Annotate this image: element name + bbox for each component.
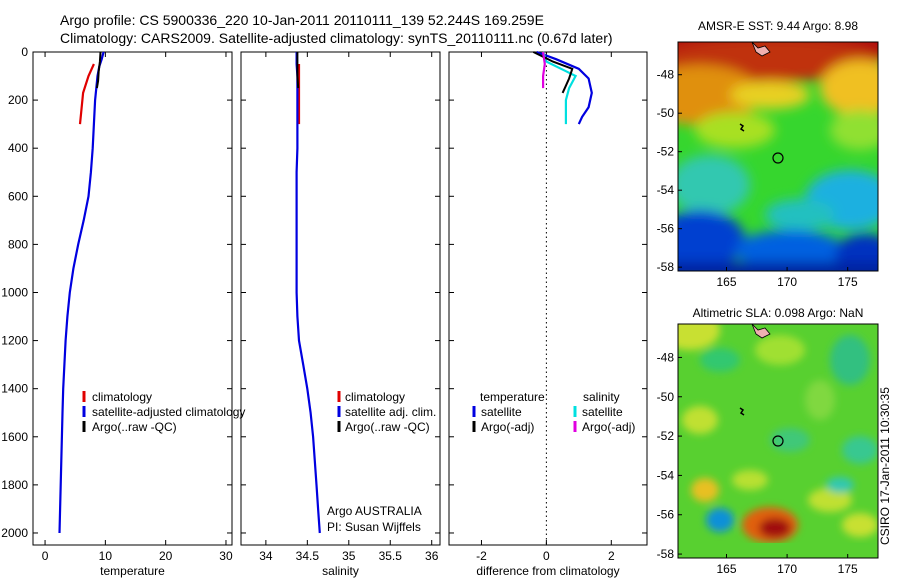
sla-map-title: Altimetric SLA: 0.098 Argo: NaN — [693, 306, 864, 320]
sla-map-ytick-label: -58 — [657, 547, 675, 561]
sla-map-ytick-label: -56 — [657, 508, 675, 522]
difference-profile-axes — [448, 51, 648, 546]
temperature-profile-xtick-label: 30 — [219, 549, 233, 563]
salinity-profile-xtick-label: 34 — [259, 549, 273, 563]
legend-label: satellite adj. clim. — [345, 405, 436, 419]
series-line-temperature-argo-adj- — [532, 51, 574, 94]
temperature-profile-xlabel: temperature — [100, 564, 165, 578]
annotation-pi: PI: Susan Wijffels — [327, 520, 421, 534]
legend-label: satellite — [481, 405, 522, 419]
sla-map-image — [678, 324, 878, 558]
legend-label: Argo(..raw -QC) — [345, 420, 430, 434]
legend-label: Argo(-adj) — [582, 420, 635, 434]
depth-tick-label: 400 — [8, 141, 28, 155]
series-line-temperature-satellite — [536, 50, 593, 125]
series-line-satellite-adj-clim- — [295, 52, 321, 534]
legend-label: Argo(..raw -QC) — [92, 420, 177, 434]
sla-map-ytick-label: -48 — [657, 350, 675, 364]
sst-map-xtick-label: 170 — [777, 275, 797, 289]
salinity-profile-xlabel: salinity — [322, 564, 359, 578]
depth-tick-label: 800 — [8, 237, 28, 251]
sla-map-xtick-label: 175 — [838, 562, 858, 576]
difference-profile-xtick-label: 2 — [608, 549, 615, 563]
sst-map-ytick-label: -56 — [657, 222, 675, 236]
depth-tick-label: 1000 — [1, 285, 28, 299]
sla-map-ytick-label: -54 — [657, 468, 675, 482]
title-line-2: Climatology: CARS2009. Satellite-adjuste… — [60, 30, 613, 46]
series-line-salinity-satellite — [542, 51, 578, 125]
salinity-profile-xtick-label: 35 — [342, 549, 356, 563]
sst-map-ytick-label: -54 — [657, 183, 675, 197]
legend-title-temperature: temperature — [480, 390, 545, 404]
legend-label: satellite-adjusted climatology — [92, 405, 245, 419]
temperature-profile-xtick-label: 0 — [42, 549, 49, 563]
credit-text: CSIRO 17-Jan-2011 10:30:35 — [878, 387, 892, 545]
salinity-profile-xtick-label: 34.5 — [296, 549, 320, 563]
legend-label: climatology — [345, 390, 405, 404]
legend-title-salinity: salinity — [583, 390, 620, 404]
sst-map-xtick-label: 165 — [716, 275, 736, 289]
salinity-profile-xtick-label: 36 — [425, 549, 439, 563]
temperature-profile-xtick-label: 20 — [159, 549, 173, 563]
sst-float-marker — [772, 152, 784, 164]
title-line-1: Argo profile: CS 5900336_220 10-Jan-2011… — [60, 12, 544, 28]
depth-tick-label: 200 — [8, 93, 28, 107]
sst-map-xtick-label: 175 — [838, 275, 858, 289]
difference-profile-xtick-label: -2 — [476, 549, 487, 563]
legend-label: Argo(-adj) — [481, 420, 534, 434]
sst-map-image — [678, 42, 878, 271]
annotation-argo-australia: Argo AUSTRALIA — [327, 504, 422, 518]
depth-tick-label: 600 — [8, 189, 28, 203]
legend-label: satellite — [582, 405, 623, 419]
sla-map-ytick-label: -52 — [657, 429, 675, 443]
sst-map-title: AMSR-E SST: 9.44 Argo: 8.98 — [698, 19, 858, 33]
depth-tick-label: 1600 — [1, 430, 28, 444]
series-line-argo-raw-qc- — [95, 51, 102, 89]
depth-tick-label: 1400 — [1, 382, 28, 396]
legend-label: climatology — [92, 390, 152, 404]
sst-map-ytick-label: -48 — [657, 68, 675, 82]
difference-profile-xtick-label: 0 — [543, 549, 550, 563]
temperature-profile-xtick-label: 10 — [99, 549, 113, 563]
series-line-salinity-argo-adj- — [542, 51, 546, 89]
sla-map-xtick-label: 170 — [777, 562, 797, 576]
depth-tick-label: 1200 — [1, 334, 28, 348]
sst-map-ytick-label: -52 — [657, 145, 675, 159]
difference-profile-xlabel: difference from climatology — [476, 564, 619, 578]
depth-tick-label: 1800 — [1, 478, 28, 492]
series-line-argo-raw-qc- — [296, 52, 300, 89]
sla-float-marker — [772, 435, 784, 447]
depth-tick-label: 2000 — [1, 526, 28, 540]
sst-map-ytick-label: -58 — [657, 260, 675, 274]
sst-map-ytick-label: -50 — [657, 106, 675, 120]
depth-tick-label: 0 — [21, 45, 28, 59]
sla-map-ytick-label: -50 — [657, 390, 675, 404]
series-line-climatology — [78, 63, 95, 125]
salinity-profile-xtick-label: 35.5 — [379, 549, 403, 563]
sla-map-xtick-label: 165 — [716, 562, 736, 576]
salinity-profile-axes — [240, 51, 441, 546]
temperature-profile-axes — [32, 51, 233, 546]
